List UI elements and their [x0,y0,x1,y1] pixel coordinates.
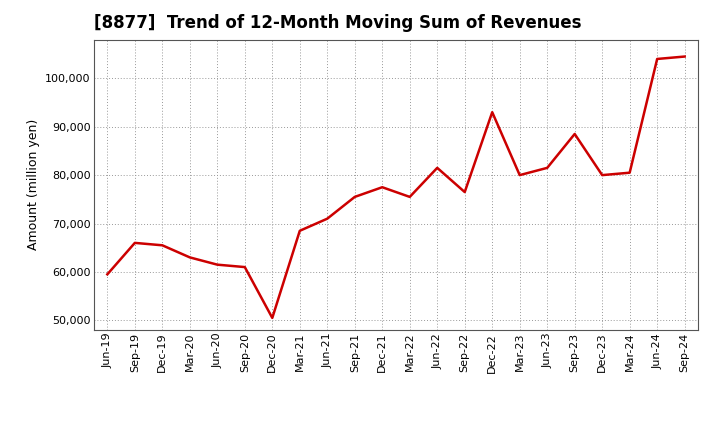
Text: [8877]  Trend of 12-Month Moving Sum of Revenues: [8877] Trend of 12-Month Moving Sum of R… [94,15,581,33]
Y-axis label: Amount (million yen): Amount (million yen) [27,119,40,250]
